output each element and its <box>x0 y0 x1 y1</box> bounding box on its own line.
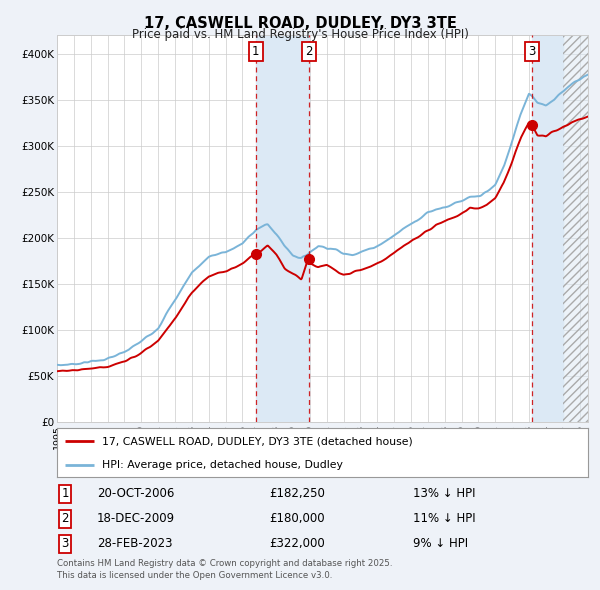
Text: £180,000: £180,000 <box>269 512 325 525</box>
Bar <box>256 35 309 422</box>
Text: 2: 2 <box>61 512 69 525</box>
Text: 28-FEB-2023: 28-FEB-2023 <box>97 537 172 550</box>
Text: HPI: Average price, detached house, Dudley: HPI: Average price, detached house, Dudl… <box>102 460 343 470</box>
Text: £182,250: £182,250 <box>269 487 325 500</box>
Text: Contains HM Land Registry data © Crown copyright and database right 2025.
This d: Contains HM Land Registry data © Crown c… <box>57 559 392 580</box>
Text: 20-OCT-2006: 20-OCT-2006 <box>97 487 174 500</box>
Bar <box>563 35 588 422</box>
Text: 2: 2 <box>305 45 313 58</box>
Bar <box>563 35 588 422</box>
Text: 9% ↓ HPI: 9% ↓ HPI <box>413 537 468 550</box>
Text: 3: 3 <box>528 45 535 58</box>
Text: 1: 1 <box>252 45 260 58</box>
Text: 17, CASWELL ROAD, DUDLEY, DY3 3TE (detached house): 17, CASWELL ROAD, DUDLEY, DY3 3TE (detac… <box>102 437 413 447</box>
Text: 3: 3 <box>61 537 68 550</box>
Text: 13% ↓ HPI: 13% ↓ HPI <box>413 487 475 500</box>
Text: Price paid vs. HM Land Registry's House Price Index (HPI): Price paid vs. HM Land Registry's House … <box>131 28 469 41</box>
Text: 17, CASWELL ROAD, DUDLEY, DY3 3TE: 17, CASWELL ROAD, DUDLEY, DY3 3TE <box>143 16 457 31</box>
Text: £322,000: £322,000 <box>269 537 325 550</box>
Text: 1: 1 <box>61 487 69 500</box>
Bar <box>532 35 563 422</box>
Text: 11% ↓ HPI: 11% ↓ HPI <box>413 512 475 525</box>
Text: 18-DEC-2009: 18-DEC-2009 <box>97 512 175 525</box>
